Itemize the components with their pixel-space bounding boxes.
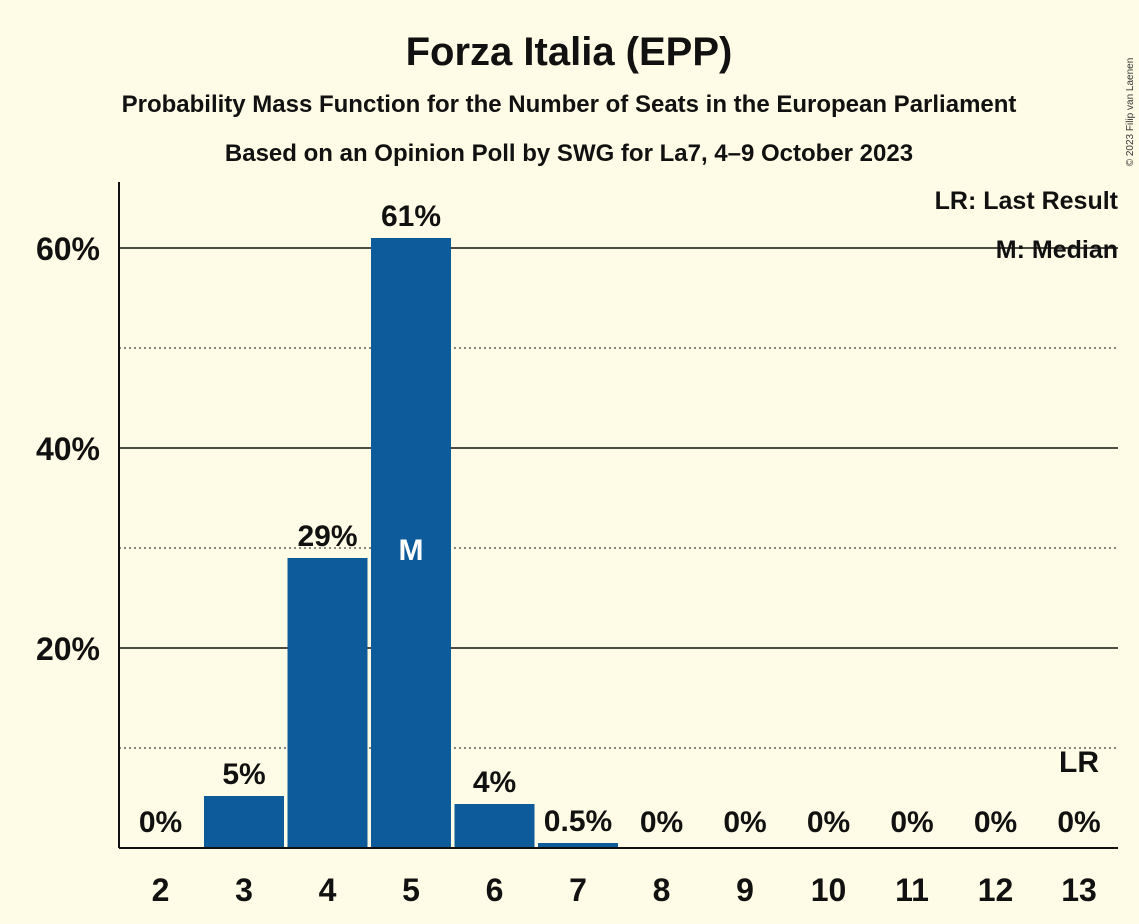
value-labels: 0% 5% 29% 61% M 4% 0.5% 0% 0% 0% 0% 0% 0% LR bbox=[139, 200, 1101, 839]
bar bbox=[538, 843, 618, 848]
chart-subtitle: Probability Mass Function for the Number… bbox=[122, 91, 1017, 118]
y-tick-label: 20% bbox=[36, 631, 100, 667]
y-tick-label: 60% bbox=[36, 231, 100, 267]
bar bbox=[371, 238, 451, 848]
value-label: 0% bbox=[807, 806, 850, 839]
value-label: 5% bbox=[222, 758, 265, 791]
x-tick-label: 2 bbox=[152, 872, 170, 908]
copyright-note: © 2023 Filip van Laenen bbox=[1125, 58, 1136, 167]
median-marker: M bbox=[399, 534, 424, 567]
last-result-marker: LR bbox=[1059, 746, 1099, 779]
value-label: 61% bbox=[381, 200, 441, 233]
value-label: 4% bbox=[473, 766, 516, 799]
x-tick-label: 6 bbox=[486, 872, 504, 908]
bar bbox=[454, 804, 535, 848]
value-label: 0% bbox=[890, 806, 933, 839]
x-tick-label: 7 bbox=[569, 872, 587, 908]
x-tick-label: 13 bbox=[1061, 872, 1097, 908]
x-tick-label: 3 bbox=[235, 872, 253, 908]
gridlines bbox=[119, 247, 1118, 749]
y-axis-labels: 20% 40% 60% bbox=[36, 231, 100, 667]
bar bbox=[287, 558, 368, 848]
chart-title: Forza Italia (EPP) bbox=[406, 30, 733, 74]
x-tick-label: 9 bbox=[736, 872, 754, 908]
x-axis-labels: 2 3 4 5 6 7 8 9 10 11 12 13 bbox=[152, 872, 1097, 908]
value-label: 0% bbox=[1057, 806, 1100, 839]
legend-last-result: LR: Last Result bbox=[935, 187, 1119, 215]
value-label: 0% bbox=[723, 806, 766, 839]
x-tick-label: 4 bbox=[319, 872, 337, 908]
value-label: 0% bbox=[640, 806, 683, 839]
bars bbox=[204, 238, 618, 848]
value-label: 0% bbox=[139, 806, 182, 839]
value-label: 0.5% bbox=[544, 805, 612, 838]
x-tick-label: 5 bbox=[402, 872, 420, 908]
y-tick-label: 40% bbox=[36, 431, 100, 467]
x-tick-label: 11 bbox=[895, 872, 929, 908]
value-label: 29% bbox=[297, 520, 357, 553]
legend-median: M: Median bbox=[996, 236, 1118, 264]
x-tick-label: 8 bbox=[653, 872, 671, 908]
x-tick-label: 12 bbox=[978, 872, 1014, 908]
chart-source: Based on an Opinion Poll by SWG for La7,… bbox=[225, 140, 913, 167]
value-label: 0% bbox=[974, 806, 1017, 839]
bar bbox=[204, 796, 284, 848]
x-tick-label: 10 bbox=[811, 872, 847, 908]
